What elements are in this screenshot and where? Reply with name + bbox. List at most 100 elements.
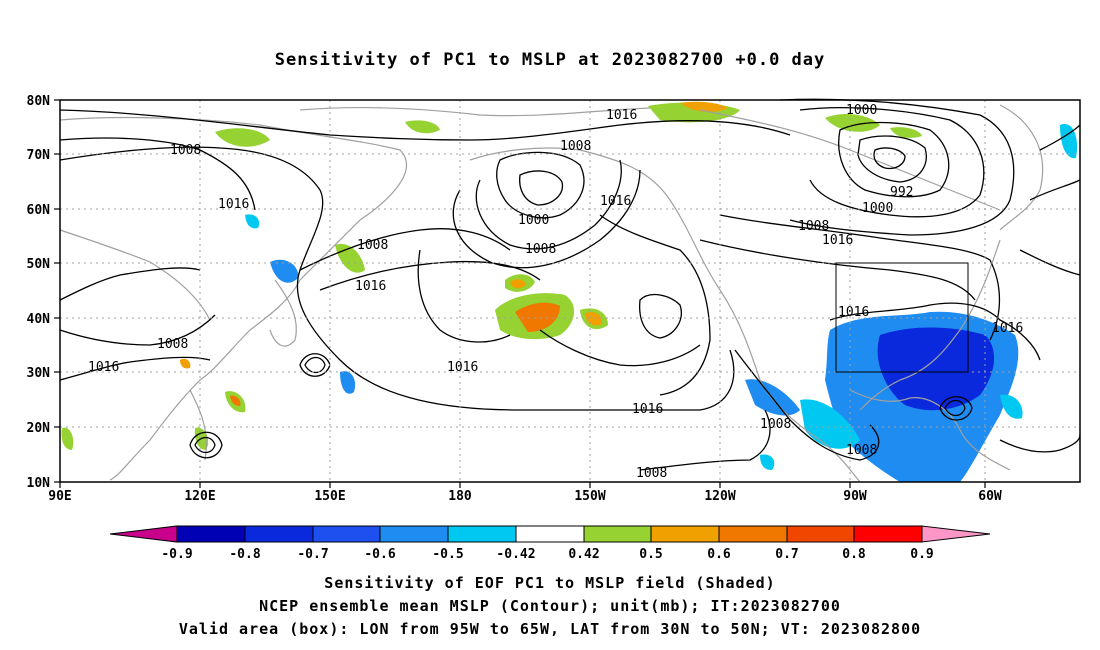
contour-line [999, 434, 1081, 453]
lon-label: 120W [704, 489, 735, 504]
lon-label: 150E [314, 489, 345, 504]
coast-arctic [299, 106, 651, 117]
colorbar-label: -0.7 [297, 547, 328, 562]
contour-label: 1008 [560, 139, 591, 154]
caption-valid-area: Valid area (box): LON from 95W to 65W, L… [178, 620, 922, 638]
shade-orange-alaska [680, 101, 728, 113]
lon-label: 150W [574, 489, 605, 504]
shade-darkblue-region [877, 327, 995, 411]
contour-line [1029, 179, 1081, 201]
contour-line [319, 260, 541, 291]
contour-label: 1000 [862, 201, 893, 216]
colorbar-swatch [786, 525, 855, 543]
colorbar-label: -0.9 [161, 547, 192, 562]
colorbar-label: 0.6 [707, 547, 731, 562]
contour-label: 1008 [636, 466, 667, 481]
colorbar-label: -0.6 [364, 547, 395, 562]
contour-line [857, 135, 927, 183]
colorbar-swatch [379, 525, 449, 543]
caption-shading: Sensitivity of EOF PC1 to MSLP field (Sh… [324, 574, 776, 592]
map-title: Sensitivity of PC1 to MSLP at 2023082700… [274, 50, 826, 70]
contour-line [939, 396, 973, 421]
colorbar-label: -0.5 [432, 547, 463, 562]
contour-label: 1016 [838, 305, 869, 320]
coast-asia [59, 116, 407, 481]
contour-label: 1008 [157, 337, 188, 352]
tick-marks [54, 99, 986, 488]
contour-line [59, 267, 201, 301]
colorbar-label: 0.8 [842, 547, 866, 562]
contour-label: 1016 [992, 321, 1023, 336]
colorbar-swatch [447, 525, 517, 543]
shade-small-blue-5 [760, 454, 775, 470]
shade-green-canada-2 [890, 127, 922, 138]
lat-label: 80N [27, 94, 51, 109]
contour-line [873, 147, 906, 170]
lat-label: 40N [27, 312, 51, 327]
colorbar-swatch [176, 525, 246, 543]
contour-label: 1008 [846, 443, 877, 458]
coast-greenland [999, 104, 1044, 231]
caption-contour: NCEP ensemble mean MSLP (Contour); unit(… [259, 597, 841, 615]
contour-label: 992 [890, 185, 913, 200]
colorbar-swatch [312, 525, 381, 543]
colorbar-label: -0.42 [496, 547, 535, 562]
contour-label: 1008 [357, 238, 388, 253]
shade-small-blue-1 [340, 371, 356, 394]
contour-line [59, 109, 791, 141]
contour-line [189, 431, 223, 459]
contour-line [59, 146, 735, 411]
contour-line [194, 436, 216, 454]
contour-label: 1016 [822, 233, 853, 248]
contour-line [539, 329, 701, 367]
contour-label: 1016 [355, 279, 386, 294]
contour-line [734, 349, 880, 461]
lat-label: 10N [27, 476, 51, 491]
latitude-labels: 80N 70N 60N 50N 40N 30N 20N 10N [27, 94, 51, 491]
colorbar: -0.9 -0.8 -0.7 -0.6 -0.5 -0.42 0.42 0.5 … [109, 525, 991, 562]
contour-line [304, 356, 326, 374]
shade-small-blue-3 [1060, 124, 1078, 159]
contour-line [719, 214, 1001, 341]
colorbar-swatch [583, 525, 652, 543]
contour-label: 1008 [525, 242, 556, 257]
colorbar-label: 0.5 [639, 547, 662, 562]
contour-labels: 1016 1008 1016 1008 1000 1008 1016 1000 … [88, 103, 1023, 481]
colorbar-label: 0.9 [910, 547, 933, 562]
lat-label: 60N [27, 203, 51, 218]
contour-line [838, 121, 950, 198]
shade-green-siberia-2 [405, 120, 440, 134]
shade-green-small-1 [180, 358, 191, 369]
lat-label: 30N [27, 366, 51, 381]
contour-line [475, 159, 622, 250]
contour-line [519, 170, 564, 206]
contour-label: 1008 [798, 219, 829, 234]
contour-line [496, 151, 585, 219]
contour-label: 1016 [447, 360, 478, 375]
shade-orange-central-pacific [515, 302, 560, 332]
lon-label: 90W [843, 489, 867, 504]
shade-green-siberia [215, 128, 270, 147]
contour-line [599, 214, 711, 396]
colorbar-label: -0.8 [229, 547, 260, 562]
mslp-contours [59, 98, 1081, 471]
colorbar-label: 0.7 [775, 547, 798, 562]
coast-japan [269, 279, 297, 347]
contour-line [779, 98, 1015, 236]
contour-line [59, 356, 211, 381]
colorbar-label: 0.42 [568, 547, 599, 562]
contour-label: 1008 [760, 417, 791, 432]
colorbar-swatch [244, 525, 314, 543]
colorbar-swatch [650, 525, 720, 543]
colorbar-swatch [515, 525, 585, 543]
contour-label: 1016 [88, 360, 119, 375]
shade-small-blue-4 [245, 214, 260, 229]
lon-label: 120E [184, 489, 215, 504]
lon-label: 180 [448, 489, 472, 504]
lon-label: 60W [978, 489, 1002, 504]
contour-line [944, 399, 966, 417]
colorbar-high-arrow [921, 525, 991, 543]
shade-green-small-2 [61, 427, 74, 450]
coast-asia-2 [59, 229, 211, 321]
coast-alaska [469, 147, 721, 291]
